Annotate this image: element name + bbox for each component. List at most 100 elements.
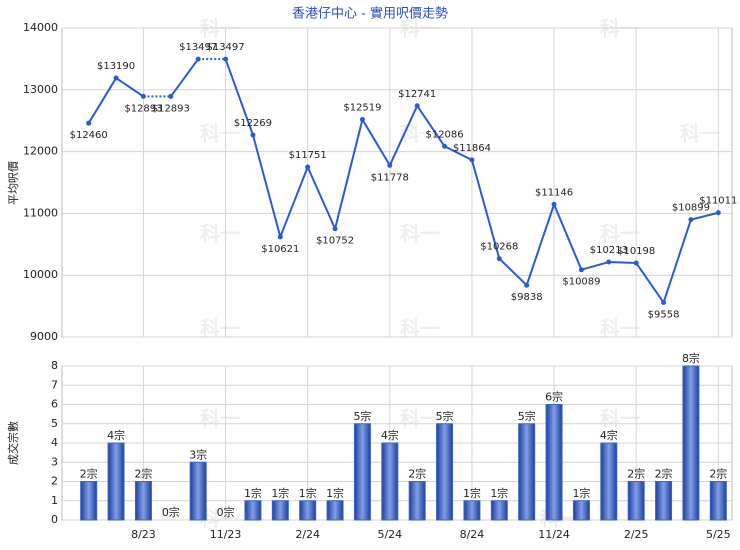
data-label: $10198 [617,246,655,257]
watermark: 科一 [200,222,240,246]
point [661,300,667,306]
line-segment [553,203,583,271]
watermark: 科一 [400,222,440,246]
bar [299,500,317,521]
point [223,56,229,62]
watermark: 科一 [600,407,640,431]
y-tick-label: 11000 [23,206,58,219]
data-label: 5宗 [518,409,536,423]
line-segment [690,211,719,221]
point [688,217,694,223]
data-label: $12086 [425,129,463,140]
data-label: $10213 [590,245,628,256]
point [442,143,448,149]
y-tick-label: 14000 [23,21,58,34]
bar [381,442,399,521]
point [606,259,612,265]
bar [189,461,207,521]
x-tick-label: 11/24 [538,528,570,541]
y-tick-label: 3 [51,455,58,468]
bar [134,481,152,521]
point [496,256,502,262]
watermark: 科一 [400,122,440,146]
data-label: $12269 [234,118,272,129]
line-segment [662,219,692,303]
point [469,157,475,163]
bar [80,481,98,521]
data-label: 4宗 [600,428,618,442]
data-label: $13497 [206,42,244,53]
data-label: 2宗 [408,467,426,481]
data-label: 2宗 [709,467,727,481]
bar [518,423,536,521]
line-segment [279,166,309,238]
data-label: $10621 [261,244,299,255]
data-label: 6宗 [545,390,563,404]
line-segment [444,145,473,161]
data-label: 2宗 [655,467,673,481]
data-label: $13190 [97,61,135,72]
point [633,260,639,266]
x-tick-label: 11/23 [210,528,242,541]
bar [244,500,262,521]
line-segment [388,105,419,166]
line-segment [361,119,391,166]
line-segment [470,159,501,259]
point [277,234,283,240]
data-label: $11778 [371,172,409,183]
point [414,103,420,109]
data-label: $10899 [672,203,710,214]
point [86,120,92,126]
data-label: $9838 [511,292,543,303]
data-label: 0宗 [217,505,235,519]
line-segment [525,204,556,286]
line-segment [306,166,336,230]
y-tick-label: 1 [51,494,58,507]
data-label: $12519 [343,103,381,114]
data-label: 4宗 [381,428,399,442]
data-label: $12893 [152,103,190,114]
y-tick-label: 5 [51,417,58,430]
data-label: 1宗 [326,486,344,500]
point [113,75,119,81]
line-segment [581,261,610,271]
data-label: $12460 [70,130,108,141]
y-tick-label: 7 [51,378,58,391]
point [195,56,201,62]
data-label: $10089 [562,277,600,288]
point [250,132,256,138]
data-label: 2宗 [134,467,152,481]
bar [271,500,289,521]
data-label: $10752 [316,236,354,247]
data-label: 2宗 [627,467,645,481]
y-tick-label: 9000 [30,330,58,343]
point [715,210,721,216]
bar [436,423,454,521]
bar [107,442,125,521]
bar [572,500,590,521]
bar [545,404,563,521]
data-label: 5宗 [436,409,454,423]
bar [463,500,481,521]
y-tick-label: 0 [51,513,58,526]
bar [655,481,673,521]
data-label: 0宗 [162,505,180,519]
data-label: 1宗 [490,486,508,500]
y-tick-label: 8 [51,359,58,372]
x-tick-label: 2/25 [624,528,649,541]
data-label: $9558 [648,310,680,321]
data-label: $12741 [398,89,436,100]
line-segment [115,77,144,98]
x-tick-label: 5/25 [706,528,731,541]
y-tick-label: 13000 [23,83,58,96]
bar [408,481,426,521]
data-label: $12893 [124,103,162,114]
line-segment [87,77,117,124]
data-label: $11751 [289,150,327,161]
line-segment [251,134,282,238]
line-segment [170,58,199,98]
data-label: 1宗 [244,486,262,500]
data-label: 5宗 [353,409,371,423]
y-axis-label: 平均呎價 [6,161,20,205]
